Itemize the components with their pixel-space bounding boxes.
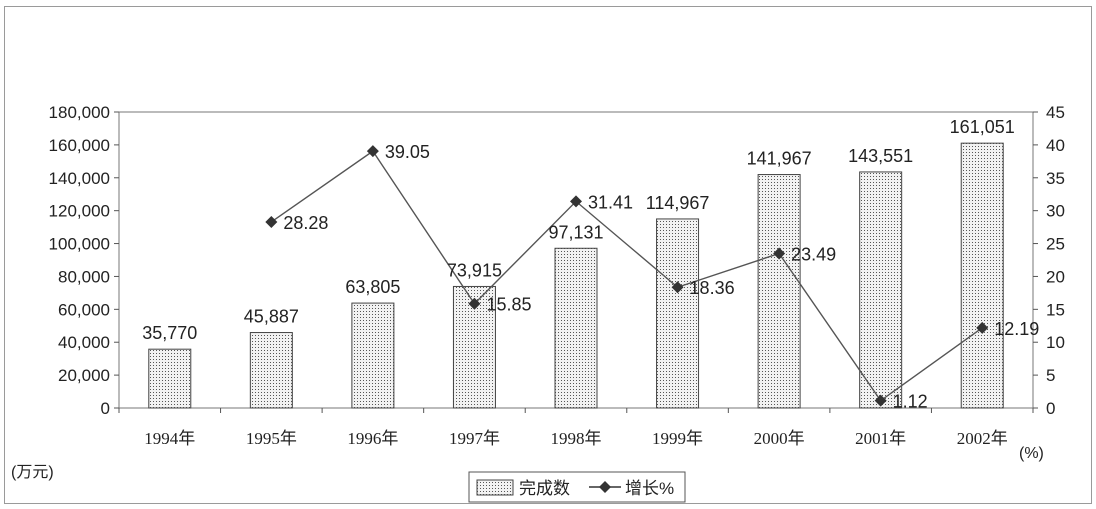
- left-axis-tick-label: 180,000: [49, 103, 110, 122]
- right-axis-tick-label: 5: [1046, 366, 1055, 385]
- right-axis-tick-label: 20: [1046, 267, 1065, 286]
- bar-wancheng: [148, 348, 192, 409]
- growth-data-label: 15.85: [486, 295, 531, 315]
- bar-wancheng: [757, 174, 801, 409]
- legend-swatch-marker: [599, 481, 611, 493]
- x-axis-category-label: 1996年: [347, 429, 398, 448]
- bar-data-label: 35,770: [142, 323, 197, 343]
- x-axis-category-label: 1998年: [551, 429, 602, 448]
- legend-label-line: 增长%: [625, 479, 674, 498]
- right-axis-tick-label: 45: [1046, 103, 1065, 122]
- left-axis-tick-label: 80,000: [58, 267, 110, 286]
- bar-data-label: 63,805: [345, 277, 400, 297]
- growth-data-label: 39.05: [385, 142, 430, 162]
- bar-data-label: 161,051: [950, 117, 1015, 137]
- right-axis-tick-label: 35: [1046, 169, 1065, 188]
- right-axis-tick-label: 0: [1046, 399, 1055, 418]
- x-axis-category-label: 2001年: [855, 429, 906, 448]
- bar-wancheng: [656, 218, 700, 409]
- growth-point-marker: [468, 297, 481, 310]
- growth-data-label: 12.19: [994, 319, 1039, 339]
- x-axis-category-label: 1997年: [449, 429, 500, 448]
- growth-point-marker: [570, 195, 582, 208]
- bar-data-label: 73,915: [447, 260, 502, 280]
- growth-data-label: 28.28: [283, 213, 328, 233]
- left-axis-tick-label: 100,000: [49, 235, 110, 254]
- growth-data-label: 31.41: [588, 192, 633, 212]
- bar-wancheng: [859, 171, 903, 409]
- bar-wancheng: [960, 142, 1004, 409]
- left-axis-tick-label: 160,000: [49, 136, 110, 155]
- chart-frame: 0 20,000 40,000 60,000 80,000 100,000 120,000 1…: [4, 6, 1092, 504]
- x-axis-category-label: 2002年: [957, 429, 1008, 448]
- left-axis-unit: (万元): [11, 464, 54, 481]
- bar-line-chart: 0 20,000 40,000 60,000 80,000 100,000 120,000 1…: [11, 103, 1065, 503]
- left-axis-tick-label: 0: [101, 399, 110, 418]
- growth-data-label: 18.36: [690, 278, 735, 298]
- growth-point-marker: [366, 145, 379, 158]
- growth-line: [270, 150, 983, 402]
- right-axis-tick-label: 10: [1046, 333, 1065, 352]
- x-axis-category-label: 1999年: [652, 429, 703, 448]
- left-axis-tick-label: 40,000: [58, 333, 110, 352]
- growth-point-marker: [773, 247, 786, 260]
- growth-point-marker: [265, 215, 278, 228]
- bar-wancheng: [554, 247, 598, 409]
- legend-swatch-bar: [476, 479, 514, 496]
- left-axis-tick-label: 140,000: [49, 169, 110, 188]
- bar-data-label: 143,551: [848, 146, 913, 166]
- right-axis-tick-label: 25: [1046, 235, 1065, 254]
- left-axis-tick-label: 20,000: [58, 366, 110, 385]
- bar-data-label: 45,887: [244, 307, 299, 327]
- x-axis-category-label: 1994年: [144, 429, 195, 448]
- bar-data-label: 141,967: [747, 149, 812, 169]
- left-axis-tick-label: 120,000: [49, 202, 110, 221]
- left-axis-tick-label: 60,000: [58, 300, 110, 319]
- x-axis-category-label: 1995年: [246, 429, 297, 448]
- right-axis-tick-label: 15: [1046, 300, 1065, 319]
- right-axis-tick-label: 40: [1046, 136, 1065, 155]
- growth-point-marker: [671, 281, 684, 294]
- bar-wancheng: [351, 302, 395, 409]
- right-axis-unit: (%): [1019, 445, 1044, 462]
- legend-label-bar: 完成数: [519, 479, 570, 498]
- growth-data-label: 1.12: [893, 392, 928, 412]
- growth-data-label: 23.49: [791, 244, 836, 264]
- bar-data-label: 97,131: [548, 222, 603, 242]
- growth-point-marker: [976, 321, 989, 334]
- right-axis-tick-label: 30: [1046, 202, 1065, 221]
- bar-data-label: 114,967: [646, 193, 710, 213]
- x-axis-category-label: 2000年: [754, 429, 805, 448]
- bar-wancheng: [249, 332, 293, 409]
- growth-point-marker: [874, 394, 887, 407]
